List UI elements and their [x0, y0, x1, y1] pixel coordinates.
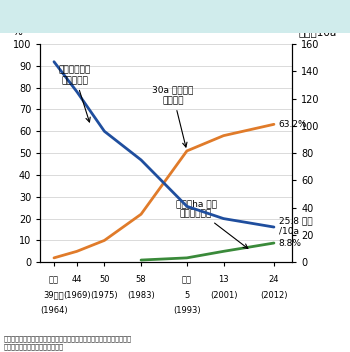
Text: 50: 50	[99, 275, 110, 284]
Text: (2001): (2001)	[210, 291, 237, 300]
Text: 44: 44	[72, 275, 82, 284]
Text: %: %	[13, 27, 22, 37]
Text: 24: 24	[269, 275, 279, 284]
Text: 平成: 平成	[182, 275, 192, 284]
Text: 5: 5	[184, 291, 189, 300]
Text: (1964): (1964)	[40, 306, 68, 315]
Text: 25.8 時間
/10a: 25.8 時間 /10a	[279, 216, 312, 236]
Text: 稲作労働時間
（右目盛）: 稲作労働時間 （右目盛）	[58, 65, 91, 122]
Text: 8.8%: 8.8%	[279, 239, 301, 247]
Text: 水田整備率と稲作労働時間の推移: 水田整備率と稲作労働時間の推移	[80, 10, 193, 23]
Text: 図2-2-2: 図2-2-2	[15, 10, 59, 23]
Text: (1993): (1993)	[173, 306, 201, 315]
Text: (1969): (1969)	[63, 291, 91, 300]
Text: 58: 58	[136, 275, 146, 284]
Text: (1975): (1975)	[91, 291, 118, 300]
Text: 30a 程度以上
の整備率: 30a 程度以上 の整備率	[153, 86, 194, 147]
Text: (1983): (1983)	[127, 291, 155, 300]
Text: 63.2%: 63.2%	[279, 120, 307, 129]
Text: (2012): (2012)	[260, 291, 288, 300]
FancyBboxPatch shape	[3, 3, 71, 31]
Text: 昭和: 昭和	[49, 275, 59, 284]
Text: 13: 13	[218, 275, 229, 284]
Text: 39年度: 39年度	[44, 291, 64, 300]
Text: 資料：農林水産省「農業基盤情報基礎調査」、「農経営統計調査　米及
　　び麦類の生産費」を基に作成: 資料：農林水産省「農業基盤情報基礎調査」、「農経営統計調査 米及 び麦類の生産費…	[4, 335, 132, 350]
Text: 時間／10a: 時間／10a	[298, 27, 337, 37]
Text: うち１ha 程度
以上の整備率: うち１ha 程度 以上の整備率	[176, 199, 248, 249]
